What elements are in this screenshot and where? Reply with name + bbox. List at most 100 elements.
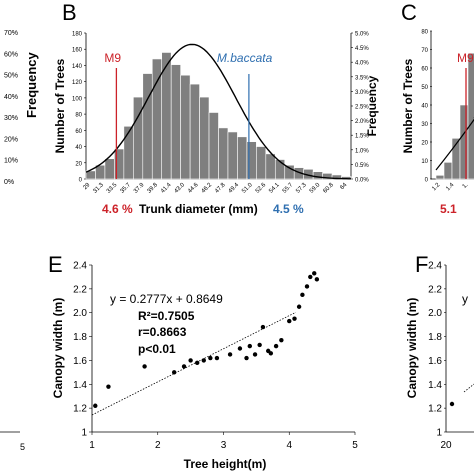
m9-marker-label: M9 (104, 51, 121, 65)
y2-axis-label: Frequency (365, 75, 379, 136)
y-tick-label: 0 (425, 178, 429, 184)
y-axis-label: Frequency (24, 51, 39, 118)
x-tick-label: 54.1 (268, 182, 281, 195)
data-point (260, 324, 266, 330)
bar (435, 175, 445, 180)
x-tick-label: 43.0 (174, 182, 187, 195)
y-tick-label: 10 (421, 159, 428, 165)
y-tick-label: 1 (81, 428, 87, 439)
x-tick-label: 33.5 (106, 182, 119, 195)
data-point (287, 318, 292, 324)
bar (142, 73, 153, 180)
normal-curve (85, 43, 351, 180)
y-tick-label: 30% (4, 115, 18, 122)
y-tick-label: 140 (72, 64, 83, 70)
bar (443, 162, 453, 180)
x-tick-label: 41.4 (160, 182, 173, 195)
panel-label-e: E (48, 252, 63, 277)
m9-marker-label: M9 (457, 51, 474, 65)
x-tick-label: 5 (20, 442, 25, 452)
x-tick-label: 1. (462, 182, 470, 190)
data-point (171, 370, 177, 375)
y-tick-label: 1.2 (73, 404, 87, 415)
data-point (208, 355, 213, 361)
y2-tick-label: 0.5% (355, 163, 369, 169)
data-point (296, 304, 302, 309)
y-tick-label: 1.4 (428, 380, 442, 391)
x-tick-label: 59.0 (309, 182, 322, 195)
y2-tick-label: 1.5% (355, 134, 369, 140)
y-tick-label: 2.4 (73, 261, 87, 272)
bar (170, 64, 181, 180)
y-tick-label: 80 (75, 113, 82, 119)
y-tick-label: 120 (72, 80, 83, 86)
x-tick-label: 47.8 (214, 182, 227, 195)
y2-tick-label: 4.0% (355, 61, 369, 67)
y-tick-label: 1.6 (73, 356, 87, 367)
bar (227, 131, 238, 180)
x-tick-label: 37.9 (133, 182, 146, 195)
y-tick-label: 20% (4, 136, 18, 143)
y-tick-label: 60 (421, 67, 428, 73)
annotation-right: 4.5 % (273, 202, 304, 216)
y2-tick-label: 3.5% (355, 75, 369, 81)
regression-equation: y = 0.2777x + 0.8649 (110, 292, 223, 306)
y-tick-label: 70% (4, 30, 18, 37)
x-tick-label: 35.7 (119, 182, 132, 195)
m-baccata-marker-label: M.baccata (217, 51, 273, 65)
data-point (304, 284, 310, 289)
y-tick-label: 60 (75, 129, 82, 135)
x-axis-label: Tree height(m) (184, 457, 267, 471)
data-point (93, 403, 98, 408)
trendline (91, 311, 297, 416)
y2-tick-label: 3.0% (355, 90, 369, 96)
y2-tick-label: 2.0% (355, 119, 369, 125)
y-axis-label: Canopy width (m) (51, 298, 65, 399)
x-tick-label: 46.2 (201, 182, 214, 195)
y-tick-label: 1.8 (73, 332, 87, 343)
p-value: p<0.01 (138, 342, 176, 356)
bar (467, 52, 474, 180)
data-point (279, 337, 284, 343)
y-tick-label: 160 (72, 48, 83, 54)
data-point (300, 292, 305, 298)
panel-label-b: B (62, 0, 77, 25)
r-squared: R²=0.7505 (138, 309, 195, 323)
y-tick-label: 40 (421, 104, 428, 110)
data-point (237, 346, 243, 351)
trendline (463, 383, 474, 393)
y-tick-label: 60% (4, 51, 18, 58)
y-tick-label: 0 (79, 178, 83, 184)
y-axis-label: Number of Trees (53, 58, 67, 153)
y-tick-label: 2.2 (428, 284, 442, 295)
y2-tick-label: 5.0% (355, 32, 369, 38)
y2-tick-label: 4.5% (355, 46, 369, 52)
y-tick-label: 50 (421, 85, 428, 91)
panel-label-f: F (415, 252, 428, 277)
data-point (227, 352, 233, 357)
x-tick-label: 57.3 (295, 182, 308, 195)
x-tick-label: 64 (339, 182, 348, 191)
x-tick-label: 31.3 (92, 182, 105, 195)
data-point (106, 384, 111, 389)
y2-tick-label: 1.0% (355, 148, 369, 154)
bar (189, 83, 200, 180)
bar (265, 153, 276, 180)
data-point (195, 360, 200, 366)
x-axis-label: Trunk diameter (mm) (139, 202, 258, 216)
data-point (314, 277, 320, 282)
x-tick-label: 49.4 (228, 182, 241, 195)
data-point (214, 355, 220, 361)
y-tick-label: 50% (4, 73, 18, 80)
bar (208, 112, 219, 180)
x-tick-label: 51.0 (241, 182, 254, 195)
y-tick-label: 20 (75, 161, 82, 167)
data-point (142, 364, 147, 369)
y-axis-label: Number of Trees (401, 58, 415, 153)
bar (237, 136, 248, 180)
bar (104, 158, 115, 180)
data-point (308, 274, 313, 280)
x-tick-label: 3 (221, 440, 227, 451)
data-point (257, 342, 262, 348)
y-tick-label: 0% (4, 179, 14, 186)
